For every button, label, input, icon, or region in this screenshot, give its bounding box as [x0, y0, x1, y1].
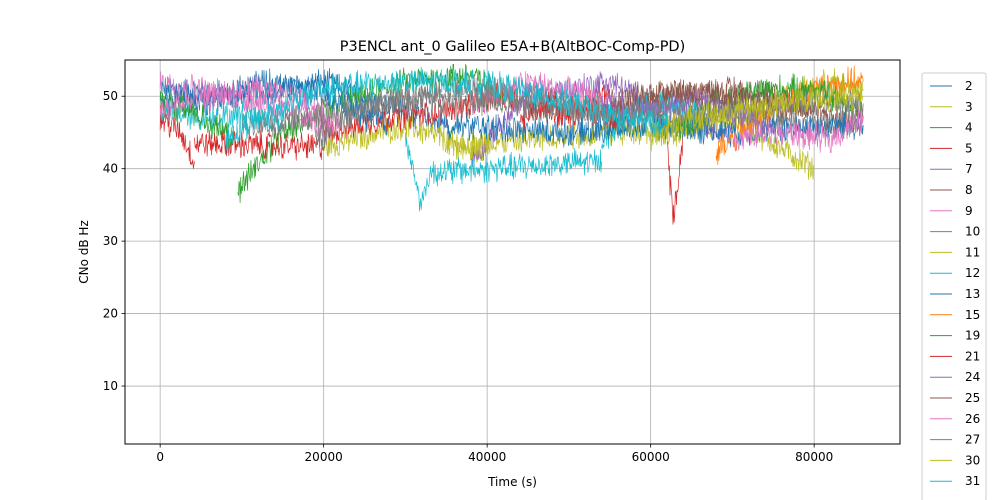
- legend-item: 3: [930, 100, 973, 114]
- legend-item: 8: [930, 183, 973, 197]
- legend-item: 26: [930, 412, 980, 426]
- x-axis-label: Time (s): [487, 475, 537, 489]
- series-line: [159, 91, 235, 149]
- series-line: [732, 108, 864, 154]
- legend-label: 15: [965, 308, 980, 322]
- series-layer: [159, 63, 864, 225]
- y-tick-label: 20: [103, 307, 118, 321]
- legend-item: 13: [930, 287, 980, 301]
- series-line: [159, 68, 390, 136]
- x-tick-label: 60000: [632, 450, 670, 464]
- legend-label: 24: [965, 370, 980, 384]
- x-ticks: 0 20000 40000 60000 80000: [156, 444, 833, 464]
- legend-label: 13: [965, 287, 980, 301]
- legend-label: 10: [965, 225, 980, 239]
- legend-item: 30: [930, 453, 980, 467]
- series-line: [241, 81, 864, 139]
- legend-item: 2: [930, 79, 973, 93]
- legend-label: 8: [965, 183, 973, 197]
- x-tick-label: 40000: [468, 450, 506, 464]
- series-line: [666, 132, 684, 225]
- plot-frame: [124, 59, 901, 445]
- legend-item: 24: [930, 370, 980, 384]
- legend-item: 7: [930, 162, 973, 176]
- series-line: [650, 82, 864, 148]
- legend-label: 4: [965, 121, 973, 135]
- y-axis-label: CNo dB Hz: [77, 220, 91, 284]
- legend-item: 21: [930, 349, 980, 363]
- legend-item: 11: [930, 245, 980, 259]
- series-line: [194, 129, 325, 161]
- series-line: [159, 75, 341, 137]
- legend-item: 12: [930, 266, 980, 280]
- series-line: [601, 85, 774, 135]
- legend-item: 9: [930, 204, 973, 218]
- series-line: [159, 105, 195, 169]
- legend: 2 3 4 5 7 8 9 10 11 12 13 15 19 21 24 25 26 27 30 31: [921, 72, 987, 500]
- series-line: [429, 148, 602, 187]
- legend-item: 25: [930, 391, 980, 405]
- legend-label: 25: [965, 391, 980, 405]
- series-26: [159, 75, 864, 154]
- series-31: [225, 66, 668, 154]
- legend-label: 19: [965, 329, 980, 343]
- chart-title: P3ENCL ant_0 Galileo E5A+B(AltBOC-Comp-P…: [340, 39, 686, 55]
- y-tick-label: 30: [103, 234, 118, 248]
- series-15: [715, 65, 864, 165]
- series-30: [650, 82, 864, 148]
- legend-item: 10: [930, 225, 980, 239]
- legend-label: 30: [965, 453, 980, 467]
- x-tick-label: 80000: [795, 450, 833, 464]
- legend-item: 19: [930, 329, 980, 343]
- legend-item: 15: [930, 308, 980, 322]
- legend-label: 12: [965, 266, 980, 280]
- y-tick-label: 40: [103, 162, 118, 176]
- legend-label: 3: [965, 100, 973, 114]
- legend-label: 11: [965, 245, 980, 259]
- y-ticks: 10 20 30 40 50: [103, 89, 125, 393]
- y-tick-label: 50: [103, 89, 118, 103]
- legend-item: 4: [930, 121, 973, 135]
- series-line: [225, 66, 668, 154]
- legend-label: 7: [965, 162, 973, 176]
- legend-item: 27: [930, 433, 980, 447]
- legend-label: 31: [965, 474, 980, 488]
- legend-label: 5: [965, 141, 973, 155]
- series-27: [241, 81, 864, 139]
- x-tick-label: 20000: [305, 450, 343, 464]
- x-tick-label: 0: [156, 450, 164, 464]
- legend-label: 27: [965, 433, 980, 447]
- legend-item: 5: [930, 141, 973, 155]
- legend-label: 26: [965, 412, 980, 426]
- series-line: [715, 65, 864, 165]
- legend-item: 31: [930, 474, 980, 488]
- y-tick-label: 10: [103, 379, 118, 393]
- legend-label: 9: [965, 204, 973, 218]
- legend-box: [921, 72, 987, 500]
- legend-label: 2: [965, 79, 973, 93]
- series-line: [405, 132, 431, 212]
- legend-label: 21: [965, 349, 980, 363]
- series-24: [601, 85, 774, 135]
